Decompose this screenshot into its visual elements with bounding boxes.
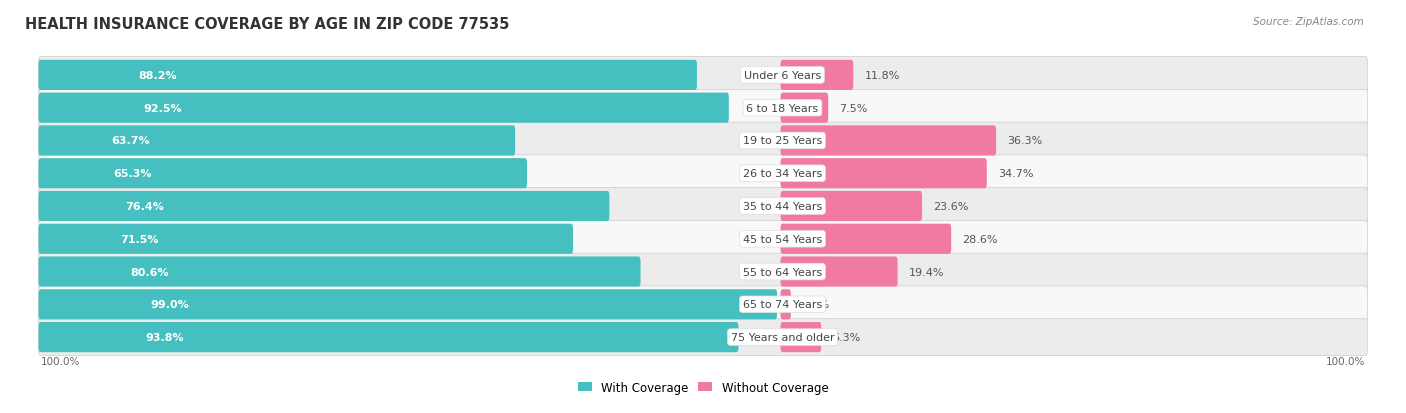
FancyBboxPatch shape bbox=[38, 322, 738, 352]
Text: Source: ZipAtlas.com: Source: ZipAtlas.com bbox=[1253, 17, 1364, 26]
Text: 45 to 54 Years: 45 to 54 Years bbox=[742, 234, 823, 244]
FancyBboxPatch shape bbox=[780, 257, 897, 287]
Text: 65 to 74 Years: 65 to 74 Years bbox=[742, 299, 823, 310]
FancyBboxPatch shape bbox=[780, 61, 853, 91]
Text: 36.3%: 36.3% bbox=[1007, 136, 1043, 146]
Text: 26 to 34 Years: 26 to 34 Years bbox=[742, 169, 823, 179]
Text: 1.1%: 1.1% bbox=[803, 299, 831, 310]
FancyBboxPatch shape bbox=[38, 159, 527, 189]
FancyBboxPatch shape bbox=[780, 290, 792, 320]
Text: 34.7%: 34.7% bbox=[998, 169, 1033, 179]
FancyBboxPatch shape bbox=[38, 254, 1368, 290]
Text: Under 6 Years: Under 6 Years bbox=[744, 71, 821, 81]
Text: 75 Years and older: 75 Years and older bbox=[731, 332, 834, 342]
FancyBboxPatch shape bbox=[38, 57, 1368, 94]
Text: 100.0%: 100.0% bbox=[41, 356, 80, 366]
FancyBboxPatch shape bbox=[38, 224, 574, 254]
Text: HEALTH INSURANCE COVERAGE BY AGE IN ZIP CODE 77535: HEALTH INSURANCE COVERAGE BY AGE IN ZIP … bbox=[25, 17, 510, 31]
Text: 11.8%: 11.8% bbox=[865, 71, 900, 81]
FancyBboxPatch shape bbox=[38, 90, 1368, 127]
FancyBboxPatch shape bbox=[780, 192, 922, 221]
Text: 93.8%: 93.8% bbox=[145, 332, 184, 342]
Text: 71.5%: 71.5% bbox=[120, 234, 159, 244]
Text: 19 to 25 Years: 19 to 25 Years bbox=[742, 136, 823, 146]
FancyBboxPatch shape bbox=[38, 156, 1368, 192]
Legend: With Coverage, Without Coverage: With Coverage, Without Coverage bbox=[572, 376, 834, 399]
Text: 6.3%: 6.3% bbox=[832, 332, 860, 342]
FancyBboxPatch shape bbox=[38, 126, 515, 156]
Text: 65.3%: 65.3% bbox=[114, 169, 152, 179]
FancyBboxPatch shape bbox=[38, 319, 1368, 356]
FancyBboxPatch shape bbox=[38, 290, 778, 320]
Text: 63.7%: 63.7% bbox=[111, 136, 150, 146]
FancyBboxPatch shape bbox=[38, 93, 728, 123]
Text: 23.6%: 23.6% bbox=[934, 202, 969, 211]
FancyBboxPatch shape bbox=[780, 93, 828, 123]
FancyBboxPatch shape bbox=[38, 286, 1368, 323]
Text: 28.6%: 28.6% bbox=[963, 234, 998, 244]
Text: 19.4%: 19.4% bbox=[908, 267, 945, 277]
FancyBboxPatch shape bbox=[780, 126, 995, 156]
Text: 88.2%: 88.2% bbox=[139, 71, 177, 81]
FancyBboxPatch shape bbox=[780, 224, 952, 254]
FancyBboxPatch shape bbox=[38, 188, 1368, 225]
Text: 92.5%: 92.5% bbox=[143, 103, 183, 114]
Text: 55 to 64 Years: 55 to 64 Years bbox=[742, 267, 823, 277]
FancyBboxPatch shape bbox=[38, 257, 641, 287]
Text: 35 to 44 Years: 35 to 44 Years bbox=[742, 202, 823, 211]
Text: 7.5%: 7.5% bbox=[839, 103, 868, 114]
FancyBboxPatch shape bbox=[38, 61, 697, 91]
FancyBboxPatch shape bbox=[780, 322, 821, 352]
FancyBboxPatch shape bbox=[38, 192, 609, 221]
Text: 80.6%: 80.6% bbox=[131, 267, 169, 277]
Text: 76.4%: 76.4% bbox=[125, 202, 165, 211]
FancyBboxPatch shape bbox=[38, 221, 1368, 258]
Text: 100.0%: 100.0% bbox=[1326, 356, 1365, 366]
FancyBboxPatch shape bbox=[780, 159, 987, 189]
Text: 6 to 18 Years: 6 to 18 Years bbox=[747, 103, 818, 114]
FancyBboxPatch shape bbox=[38, 123, 1368, 159]
Text: 99.0%: 99.0% bbox=[150, 299, 190, 310]
